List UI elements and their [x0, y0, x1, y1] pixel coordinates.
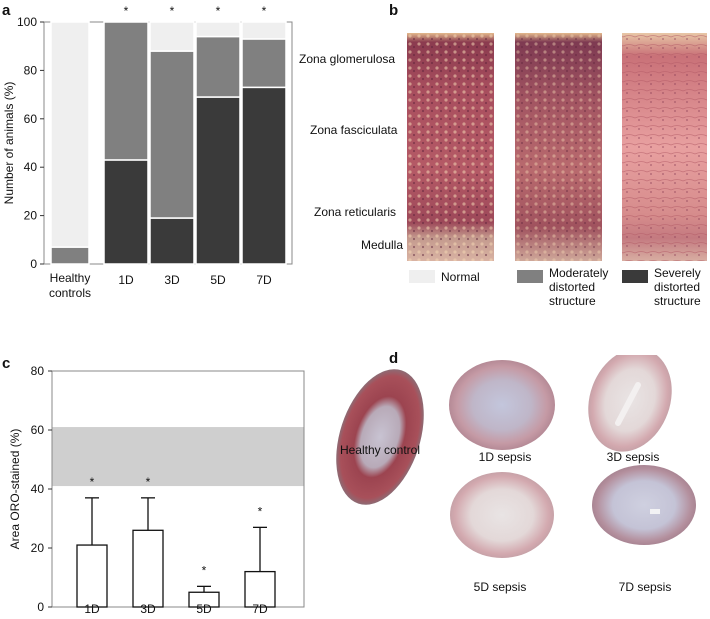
tissue-3d-sepsis — [588, 355, 672, 452]
bar — [76, 544, 108, 608]
category-label: 5D — [196, 602, 212, 616]
category-label: 1D — [118, 273, 134, 287]
tissue-7d-sepsis — [592, 465, 696, 545]
significance-star: * — [216, 4, 221, 18]
histology-image-normal — [407, 33, 494, 261]
category-label: Healthy — [50, 271, 91, 285]
tissue-sections — [336, 355, 696, 558]
y-tick-label-a: 0 — [30, 257, 37, 271]
tissue-label-healthy-control: Healthy control — [339, 443, 421, 457]
chart-a: 0 20 40 60 80 100 Number of animals (%) * * * * Hea… — [2, 4, 293, 300]
bar-segment — [195, 35, 241, 98]
panel-d: Healthy control 1D sepsis 3D sepsis 5D s… — [330, 355, 710, 619]
bar-segment — [195, 21, 241, 38]
category-label: controls — [49, 286, 91, 300]
legend-swatch-normal — [409, 270, 435, 283]
bar-segment — [241, 38, 287, 89]
histology-image-moderate — [515, 33, 602, 261]
histology-image-severe — [622, 33, 707, 261]
y-axis-label-a: Number of animals (%) — [2, 82, 16, 205]
y-tick-label-a: 100 — [17, 15, 37, 29]
bar-segment — [50, 21, 90, 248]
y-axis-label-c: Area ORO-stained (%) — [8, 429, 22, 550]
panel-letter-c: c — [2, 355, 11, 372]
significance-star: * — [262, 4, 267, 18]
zone-label-reticularis: Zona reticularis — [314, 205, 397, 219]
tissue-label-7d-sepsis: 7D sepsis — [618, 580, 672, 594]
category-label: 3D — [140, 602, 156, 616]
category-label: 3D — [164, 273, 180, 287]
significance-star: * — [258, 504, 263, 518]
bar — [132, 529, 164, 608]
histology-images — [407, 33, 707, 261]
y-tick-label-c: 80 — [31, 364, 45, 378]
panel-letter-d: d — [389, 350, 399, 367]
bar-segment — [195, 96, 241, 265]
zone-label-glomerulosa: Zona glomerulosa — [299, 52, 396, 66]
legend-label-severe: Severely distorted structure — [654, 266, 701, 308]
y-tick-label-a: 80 — [24, 63, 38, 77]
chart-c: 0 20 40 60 80 Area ORO-stained (%) * * * * 1D 3D 5D 7… — [8, 364, 305, 616]
significance-star: * — [146, 475, 151, 489]
significance-star: * — [170, 4, 175, 18]
y-tick-label-c: 0 — [37, 600, 44, 614]
tissue-5d-sepsis — [450, 472, 554, 558]
tissue-label-1d-sepsis: 1D sepsis — [478, 450, 532, 464]
bar-segment — [103, 21, 149, 161]
legend-swatch-severe — [622, 270, 648, 283]
bar-segment — [149, 217, 195, 265]
category-label: 1D — [84, 602, 100, 616]
significance-star: * — [202, 563, 207, 577]
y-tick-label-c: 60 — [31, 423, 45, 437]
y-tick-label-a: 20 — [24, 209, 38, 223]
legend-swatch-moderate — [517, 270, 543, 283]
tissue-healthy-control — [336, 369, 424, 505]
category-label: 5D — [210, 273, 226, 287]
bar — [244, 570, 276, 608]
bar-segment — [149, 50, 195, 219]
significance-star: * — [90, 475, 95, 489]
y-tick-label-a: 60 — [24, 112, 38, 126]
bar-segment — [149, 21, 195, 52]
panel-b: Zona glomerulosa Zona fasciculata Zona r… — [297, 0, 710, 310]
bar-segment — [241, 21, 287, 40]
bar-segment — [241, 86, 287, 265]
legend-label-moderate: Moderately distorted structure — [549, 266, 609, 308]
zone-label-medulla: Medulla — [361, 238, 404, 252]
bar-segment — [103, 159, 149, 265]
panel-letter-a: a — [2, 2, 11, 19]
panel-letter-b: b — [389, 2, 399, 19]
tissue-label-3d-sepsis: 3D sepsis — [606, 450, 660, 464]
category-label: 7D — [252, 602, 268, 616]
significance-star: * — [124, 4, 129, 18]
tissue-1d-sepsis — [449, 360, 555, 450]
y-tick-label-a: 40 — [24, 160, 38, 174]
zone-label-fasciculata: Zona fasciculata — [310, 123, 398, 137]
reference-band-c — [52, 427, 304, 487]
legend-label-normal: Normal — [441, 270, 480, 284]
tissue-label-5d-sepsis: 5D sepsis — [473, 580, 527, 594]
y-tick-label-c: 40 — [31, 482, 45, 496]
bar-segment — [50, 246, 90, 265]
y-tick-label-c: 20 — [31, 541, 45, 555]
category-label: 7D — [256, 273, 272, 287]
